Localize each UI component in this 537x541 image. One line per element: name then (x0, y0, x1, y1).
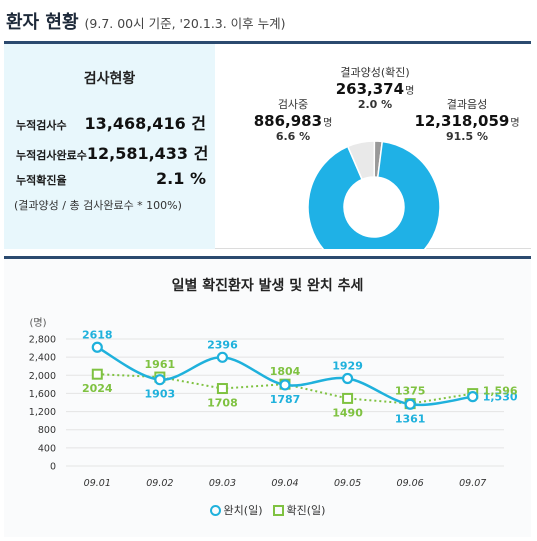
daily-trend-panel: 일별 확진환자 발생 및 완치 추세 (명) 0 400 800 1,200 1,600 2… (4, 256, 531, 537)
page-subtitle: (9.7. 00시 기준, '20.1.3. 이후 누계) (84, 16, 286, 31)
stat-row-positive-rate: 누적확진율 2.1 % (16, 169, 206, 188)
legend-label: 확진(일) (286, 504, 326, 517)
donut-label-name: 검사중 (277, 98, 309, 111)
recovered-data-label: 1361 (395, 412, 426, 425)
donut-label-pct: 6.6 % (275, 130, 311, 143)
test-stats-box: 검사현황 누적검사수 13,468,416 건 누적검사완료수 12,581,4… (4, 44, 215, 249)
y-axis-unit: (명) (29, 317, 46, 329)
donut-slice-0[interactable] (307, 140, 441, 249)
stat-value: 12,581,433 건 (86, 144, 209, 163)
stat-value: 2.1 % (156, 169, 206, 188)
recovered-point[interactable] (91, 341, 103, 353)
donut-slice-1[interactable] (346, 140, 376, 181)
donut-label-name: 결과양성(확진) (340, 66, 410, 79)
donut-label-pct: 91.5 % (446, 130, 488, 143)
recovered-point[interactable] (467, 391, 479, 403)
daily-trend-chart: (명) 0 400 800 1,200 1,600 2,000 2,400 2,800 09.01… (29, 317, 518, 489)
stat-label: 누적검사수 (16, 119, 67, 132)
donut-label-value: 12,318,059 (414, 112, 510, 130)
x-tick-label: 09.02 (146, 478, 173, 489)
x-tick-label: 09.06 (397, 478, 424, 489)
donut-label-unit: 명 (323, 118, 333, 129)
x-tick-label: 09.07 (459, 478, 486, 489)
confirmed-point[interactable] (216, 383, 228, 395)
test-results-donut-area: 결과양성(확진) 263,374명 2.0 % 검사중 886,983명 6.6… (215, 44, 531, 249)
confirmed-data-label: 1804 (270, 365, 301, 378)
stat-label: 누적검사완료수 (16, 149, 87, 162)
donut-label-value: 886,983 (253, 112, 323, 130)
positive-rate-note: (결과양성 / 총 검사완료수 * 100%) (14, 199, 182, 212)
recovered-point[interactable] (154, 374, 166, 386)
donut-label-value: 263,374 (335, 80, 405, 98)
confirmed-data-label: 1961 (145, 358, 176, 371)
stat-value: 13,468,416 건 (84, 114, 206, 133)
y-tick-label: 2,800 (29, 335, 56, 346)
donut-label-pct: 2.0 % (357, 98, 393, 111)
confirmed-data-label: 1,596 (483, 385, 518, 398)
x-tick-label: 09.03 (209, 478, 236, 489)
confirmed-data-label: 2024 (82, 382, 113, 395)
y-tick-label: 2,400 (29, 353, 56, 364)
page-header: 환자 현황 (9.7. 00시 기준, '20.1.3. 이후 누계) (6, 8, 286, 34)
x-tick-label: 09.04 (271, 478, 298, 489)
y-tick-label: 1,600 (29, 389, 56, 400)
donut-label-name: 결과음성 (446, 98, 488, 111)
chart-title: 일별 확진환자 발생 및 완치 추세 (171, 278, 364, 294)
y-tick-label: 800 (38, 425, 56, 436)
recovered-data-label: 1,530 (483, 391, 518, 404)
x-tick-label: 09.01 (84, 478, 111, 489)
confirmed-data-label: 1375 (395, 385, 426, 398)
page-title: 환자 현황 (6, 12, 79, 33)
recovered-point[interactable] (216, 351, 229, 363)
recovered-data-label: 2618 (82, 328, 113, 341)
confirmed-point[interactable] (342, 392, 354, 404)
test-stats-title: 검사현황 (83, 71, 136, 87)
recovered-data-label: 1929 (332, 360, 363, 373)
donut-label-unit: 명 (405, 86, 415, 97)
donut-label-testing: 검사중 886,983명 6.6 % (243, 96, 343, 143)
confirmed-data-label: 1490 (332, 406, 363, 419)
chart-legend: 완치(일) 확진(일) (4, 502, 531, 518)
legend-circle-icon (209, 504, 221, 516)
stat-label: 누적확진율 (16, 174, 67, 187)
donut-label-unit: 명 (510, 118, 520, 129)
y-tick-label: 1,200 (29, 407, 56, 418)
recovered-data-label: 1787 (270, 393, 301, 406)
stat-row-total-tests: 누적검사수 13,468,416 건 (16, 110, 206, 134)
test-status-panel: 검사현황 누적검사수 13,468,416 건 누적검사완료수 12,581,4… (4, 41, 531, 249)
legend-label: 완치(일) (223, 504, 263, 517)
confirmed-point[interactable] (91, 368, 103, 380)
donut-label-positive: 결과양성(확진) 263,374명 2.0 % (321, 64, 429, 111)
recovered-point[interactable] (404, 398, 416, 410)
recovered-point[interactable] (341, 372, 354, 385)
legend-item-confirmed[interactable]: 확진(일) (272, 502, 326, 518)
stat-row-completed-tests: 누적검사완료수 12,581,433 건 (16, 140, 209, 164)
recovered-data-label: 1903 (145, 388, 176, 401)
x-tick-label: 09.05 (334, 478, 361, 489)
legend-item-recovered[interactable]: 완치(일) (209, 502, 263, 518)
confirmed-data-label: 1708 (207, 397, 238, 410)
legend-square-icon (272, 504, 284, 516)
donut-label-negative: 결과음성 12,318,059명 91.5 % (411, 96, 523, 143)
recovered-data-label: 2396 (207, 338, 238, 351)
recovered-point[interactable] (279, 379, 291, 391)
y-tick-label: 400 (38, 443, 56, 454)
y-tick-label: 2,000 (29, 371, 56, 382)
test-results-donut (307, 140, 441, 249)
y-tick-label: 0 (50, 462, 56, 473)
